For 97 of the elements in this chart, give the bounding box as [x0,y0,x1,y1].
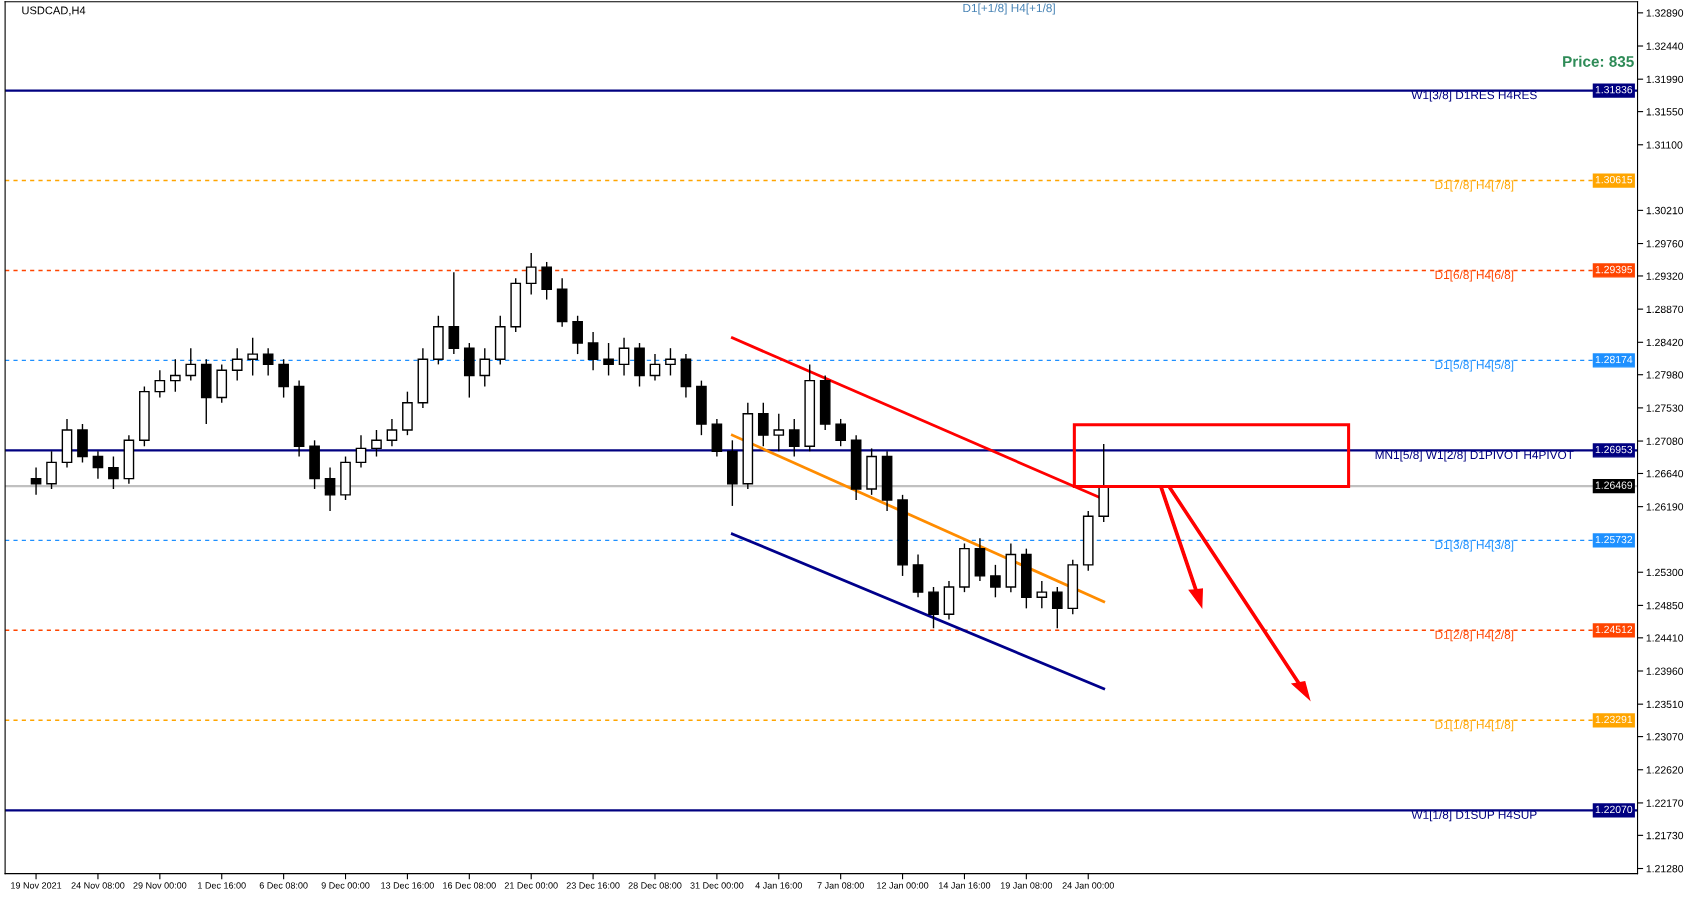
x-tick-label: 6 Dec 08:00 [259,882,308,889]
candlestick [355,434,367,469]
annotation: 1.23291 [1595,715,1633,724]
y-tick-label: 1.22620 [1646,766,1684,774]
candlestick [46,450,57,490]
annotation: 1.30615 [1595,175,1633,184]
y-tick-label: 1.31100 [1646,141,1683,149]
chart-title: USDCAD,H4 [22,6,86,16]
x-tick-label: 4 Jan 16:00 [755,882,803,889]
candlestick [278,358,289,399]
x-tick-label: 23 Dec 16:00 [566,882,620,889]
candlestick [587,331,599,371]
candlestick [603,342,614,377]
y-tick-label: 1.22170 [1646,799,1684,807]
y-tick-label: 1.24850 [1646,601,1684,610]
y-tick-label: 1.31550 [1646,108,1684,116]
x-tick-label: 24 Jan 00:00 [1062,882,1114,889]
candlestick [247,337,259,377]
x-tick-label: 19 Nov 2021 [11,882,62,889]
y-tick-label: 1.26640 [1646,469,1684,478]
ref-line-label: D1[5/8] H4[5/8] [1435,360,1514,372]
annotation: 1.25732 [1595,535,1633,544]
candlestick [541,261,553,301]
annotation: 1.28174 [1595,355,1633,364]
x-tick-label: 29 Nov 00:00 [133,882,187,889]
annotation: 1.26469 [1595,481,1633,489]
candlestick [154,369,166,399]
y-tick-label: 1.27530 [1646,404,1684,412]
candlestick [665,347,676,377]
ref-line-label: MN1[5/8] W1[2/8] D1PIVOT H4PIVOT [1375,450,1574,462]
ref-line-label: W1[3/8] D1RES H4RES [1411,90,1537,102]
y-tick-label: 1.31990 [1646,75,1684,84]
ref-line-label: D1[7/8] H4[7/8] [1435,180,1514,192]
candlestick [649,353,661,382]
y-tick-label: 1.21280 [1646,865,1684,873]
y-tick-label: 1.32890 [1646,9,1684,17]
x-tick-label: 31 Dec 00:00 [690,882,744,889]
x-tick-label: 24 Nov 08:00 [71,882,125,889]
x-tick-label: 9 Dec 00:00 [321,882,370,889]
y-tick-label: 1.29760 [1646,240,1684,248]
candlestick [169,358,181,393]
annotation: 1.26953 [1595,445,1633,454]
candlestick [773,413,785,453]
ref-line-label: D1[1/8] H4[1/8] [1435,720,1514,732]
candlestick [448,271,460,355]
x-tick-label: 13 Dec 16:00 [381,882,434,889]
candlestick [1036,580,1048,610]
x-tick-label: 12 Jan 00:00 [877,882,929,889]
candlestick [788,418,800,458]
candlestick [572,315,583,355]
y-tick-label: 1.23070 [1646,733,1684,741]
candlestick [386,418,398,447]
ref-line-label: W1[1/8] D1SUP H4SUP [1411,810,1537,822]
x-tick-label: 19 Jan 08:00 [1000,882,1053,889]
y-tick-label: 1.26190 [1646,503,1684,511]
candlestick [525,252,537,296]
candlestick [757,402,769,447]
candlestick [990,564,1001,598]
candlestick [92,450,104,480]
x-tick-label: 16 Dec 08:00 [443,882,496,889]
candlestick [185,347,197,382]
candlestick [1051,586,1063,629]
ref-line-label: D1[6/8] H4[6/8] [1435,270,1514,282]
candlestick [479,347,491,388]
candlestick [324,466,336,512]
y-tick-label: 1.23960 [1646,667,1684,675]
candlestick [618,337,630,377]
candlestick [371,429,382,458]
candlestick [835,418,847,447]
y-tick-label: 1.25300 [1646,568,1684,577]
y-tick-label: 1.27980 [1646,371,1684,379]
candlestick [928,586,939,629]
y-tick-label: 1.23510 [1646,700,1684,709]
annotation: Price: 835 [1563,55,1634,67]
x-tick-label: 21 Dec 00:00 [504,882,558,889]
ref-line-label: D1[3/8] H4[3/8] [1435,540,1514,552]
candlestick [231,347,243,382]
x-tick-label: 28 Dec 08:00 [628,882,682,889]
annotation: D1[+1/8] H4[+1/8] [963,3,1055,15]
y-tick-label: 1.28420 [1646,338,1684,347]
candlestick [108,455,119,490]
ref-line-label: D1[2/8] H4[2/8] [1435,630,1514,642]
x-tick-label: 7 Jan 08:00 [817,882,864,889]
annotation: 1.22070 [1595,805,1633,814]
y-tick-label: 1.28870 [1646,305,1684,313]
y-tick-label: 1.24410 [1646,634,1684,642]
y-tick-label: 1.30210 [1646,206,1684,215]
y-tick-label: 1.27080 [1646,437,1684,445]
annotation: 1.24512 [1595,625,1633,634]
candlestick [262,347,274,377]
annotation: 1.29395 [1595,265,1633,274]
x-tick-label: 14 Jan 16:00 [939,882,991,889]
annotation: 1.31836 [1595,85,1633,94]
y-tick-label: 1.21730 [1646,831,1684,840]
x-tick-label: 1 Dec 16:00 [198,882,246,889]
y-tick-label: 1.32440 [1646,42,1684,50]
y-tick-label: 1.29320 [1646,272,1684,280]
